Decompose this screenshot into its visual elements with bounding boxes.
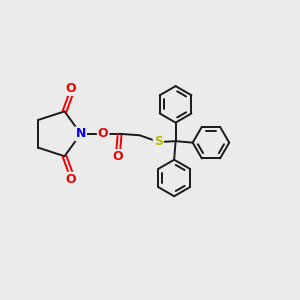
Text: S: S — [154, 135, 163, 148]
Text: O: O — [112, 150, 123, 163]
Text: O: O — [98, 127, 109, 140]
Text: N: N — [76, 127, 86, 140]
Text: O: O — [66, 173, 76, 186]
Text: O: O — [66, 82, 76, 95]
